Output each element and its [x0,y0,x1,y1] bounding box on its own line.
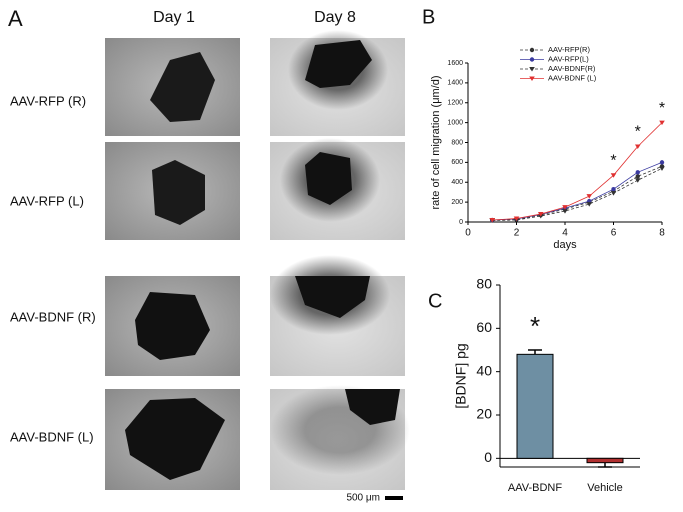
y-tick-label: 400 [451,179,463,186]
row-label: AAV-BDNF (R) [10,309,96,324]
x-tick-label: 2 [514,228,520,239]
series-line [492,122,663,221]
explant [345,389,400,425]
point [659,160,665,165]
panel-label: B [422,6,435,28]
explant [295,276,370,318]
x-tick-label: AAV-BDNF [508,482,562,494]
y-axis-label: [BDNF] pg [453,343,469,408]
row-label: AAV-RFP (R) [10,93,86,108]
y-tick-label: 20 [476,406,492,422]
explant [125,398,225,480]
y-tick-label: 0 [484,449,492,465]
error-bar [528,349,542,355]
y-tick-label: 1600 [447,60,463,67]
y-axis-label: rate of cell migration (μm/d) [430,75,442,209]
column-header: Day 8 [314,9,356,26]
bar [516,353,554,459]
y-tick-label: 800 [451,139,463,146]
x-tick-label: 6 [611,228,617,239]
point [659,120,665,126]
point [635,174,640,179]
explant [135,292,210,360]
panel-label: C [428,290,442,312]
y-tick-label: 40 [476,362,492,378]
point [513,216,520,222]
panel-label: A [8,6,23,31]
annotation: * [610,153,616,170]
point [610,173,617,178]
legend-marker [529,67,535,72]
scale-bar [385,496,403,500]
annotation: * [635,124,641,141]
explant [152,160,205,225]
row-label: AAV-BDNF (L) [10,429,94,444]
legend-label: AAV-BDNF(R) [548,64,596,73]
y-tick-label: 0 [459,219,463,226]
row-label: AAV-RFP (L) [10,193,84,208]
point [611,187,616,192]
annotation: * [530,311,540,341]
point [586,202,593,207]
series-line [492,162,663,221]
x-tick-label: 4 [562,228,568,239]
point [610,191,617,196]
point [489,218,496,223]
x-tick-label: 8 [659,228,665,239]
point [537,212,544,217]
explant [305,152,352,205]
y-tick-label: 200 [451,199,463,206]
explant [150,52,215,122]
y-tick-label: 1400 [447,80,463,87]
legend-label: AAV-RFP(L) [548,54,589,63]
bar [586,457,624,464]
point [659,166,665,171]
y-tick-label: 80 [476,276,492,292]
legend-marker [529,47,535,53]
explant [305,40,372,88]
error-bar [598,462,612,468]
point [634,178,641,183]
y-tick-label: 1000 [447,119,463,126]
micrographs [105,30,410,500]
point [634,144,641,149]
legend-marker [529,57,535,62]
scale-bar-label: 500 μm [346,493,380,504]
column-header: Day 1 [153,9,195,26]
legend-label: AAV-RFP(R) [548,45,590,54]
point [586,194,593,199]
annotation: * [659,100,665,117]
point [562,209,568,214]
x-tick-label: 0 [465,228,471,239]
point [562,205,568,210]
x-axis-label: days [553,239,577,251]
series-line [492,167,663,221]
y-tick-label: 600 [451,159,463,166]
y-tick-label: 1200 [447,100,463,107]
y-tick-label: 60 [476,319,492,335]
series-line [492,165,663,221]
x-tick-label: Vehicle [587,482,622,494]
point [635,170,640,175]
legend-marker [529,76,535,81]
legend-label: AAV-BDNF (L) [548,73,597,82]
